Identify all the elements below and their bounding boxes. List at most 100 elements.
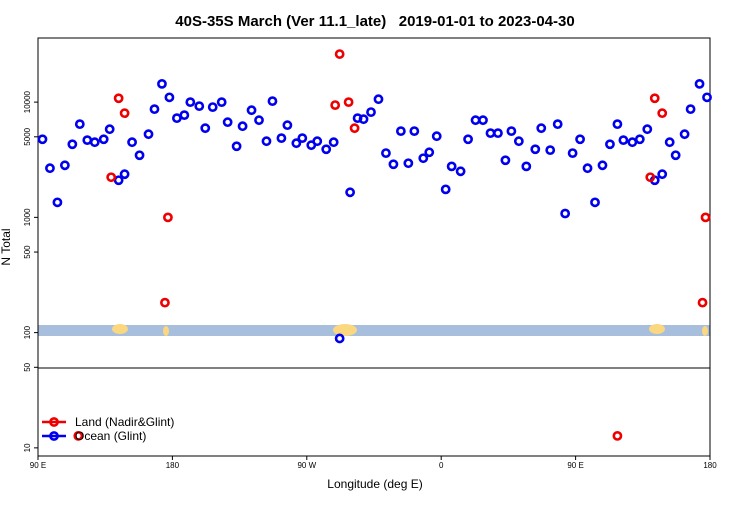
data-point	[246, 105, 257, 116]
data-point	[478, 115, 488, 126]
data-point	[222, 117, 233, 128]
data-point	[143, 129, 154, 140]
x-tick-label: 0	[439, 461, 444, 470]
data-point	[645, 172, 656, 183]
data-point	[649, 93, 660, 104]
data-point	[345, 187, 356, 198]
data-point	[612, 119, 623, 130]
data-point	[164, 92, 175, 103]
data-point	[98, 134, 109, 145]
data-point	[521, 161, 532, 172]
data-point	[52, 197, 63, 208]
data-point	[552, 119, 563, 130]
data-point	[185, 97, 196, 108]
data-point	[424, 147, 435, 158]
data-point	[685, 104, 696, 115]
data-point	[530, 144, 541, 155]
data-point	[267, 96, 278, 107]
data-point	[59, 160, 70, 171]
x-tick-label: 90 W	[297, 461, 316, 470]
plot-frame	[37, 37, 711, 457]
data-point	[74, 119, 85, 130]
data-point	[179, 110, 190, 121]
land-shape	[163, 326, 169, 336]
data-point	[366, 107, 376, 118]
x-tick-label: 90 E	[30, 461, 46, 470]
y-tick-label: 10000	[23, 90, 32, 113]
data-point	[470, 115, 481, 126]
data-point	[328, 137, 339, 148]
data-point	[567, 148, 578, 159]
data-point	[463, 134, 473, 145]
data-point	[545, 145, 556, 156]
data-point	[431, 131, 442, 142]
data-point	[670, 150, 681, 161]
surface-band	[38, 324, 710, 336]
data-point	[106, 172, 117, 183]
ocean-band	[38, 325, 710, 336]
data-point	[612, 431, 623, 441]
data-point	[82, 135, 93, 146]
data-point	[446, 161, 457, 172]
x-tick-label: 90 E	[567, 461, 583, 470]
data-point	[127, 137, 137, 148]
data-point	[679, 129, 690, 140]
y-tick-label: 10	[23, 443, 32, 452]
data-point	[163, 212, 173, 223]
y-tick-label: 100	[23, 325, 32, 339]
data-point	[297, 133, 308, 144]
data-point	[403, 158, 414, 169]
y-tick-label: 50	[23, 362, 32, 371]
data-point	[254, 115, 264, 126]
data-point	[334, 333, 345, 344]
data-point	[231, 141, 242, 152]
data-point	[67, 139, 78, 150]
y-tick-label: 1000	[23, 208, 32, 226]
data-point	[157, 78, 167, 89]
data-point	[216, 97, 227, 108]
data-point	[702, 92, 712, 103]
data-point	[73, 431, 84, 441]
data-point	[334, 49, 345, 59]
data-point	[642, 124, 653, 135]
data-point	[560, 208, 571, 219]
data-point	[343, 97, 354, 108]
data-point	[440, 184, 451, 195]
legend-label: Land (Nadir&Glint)	[75, 415, 174, 429]
data-point	[493, 128, 503, 139]
data-point	[605, 139, 615, 150]
data-point	[358, 114, 369, 125]
data-point	[694, 78, 705, 89]
land-shape	[333, 324, 357, 336]
data-point	[312, 136, 323, 147]
data-point	[237, 121, 248, 132]
data-point	[282, 120, 293, 131]
data-point	[657, 169, 668, 180]
data-point	[627, 137, 638, 148]
data-point	[349, 123, 360, 134]
chart-title: 40S-35S March (Ver 11.1_late) 2019-01-01…	[175, 13, 574, 30]
data-point	[575, 134, 585, 145]
x-tick-label: 180	[166, 461, 180, 470]
data-point	[194, 101, 205, 112]
data-point	[664, 137, 675, 148]
data-point	[455, 166, 466, 177]
data-point	[261, 136, 272, 147]
legend-marker	[49, 431, 59, 441]
x-tick-label: 180	[703, 461, 717, 470]
legend-label: Ocean (Glint)	[75, 429, 146, 443]
data-point	[200, 123, 211, 134]
data-point	[373, 94, 384, 105]
data-point	[119, 108, 130, 119]
data-point	[418, 153, 429, 164]
legend-marker	[49, 417, 59, 427]
data-point	[134, 150, 145, 161]
y-tick-label: 500	[23, 245, 32, 259]
data-point	[171, 113, 182, 124]
data-point	[506, 126, 517, 137]
data-point	[276, 133, 287, 144]
data-point	[388, 159, 399, 170]
data-point	[536, 123, 547, 134]
data-point	[409, 126, 420, 137]
